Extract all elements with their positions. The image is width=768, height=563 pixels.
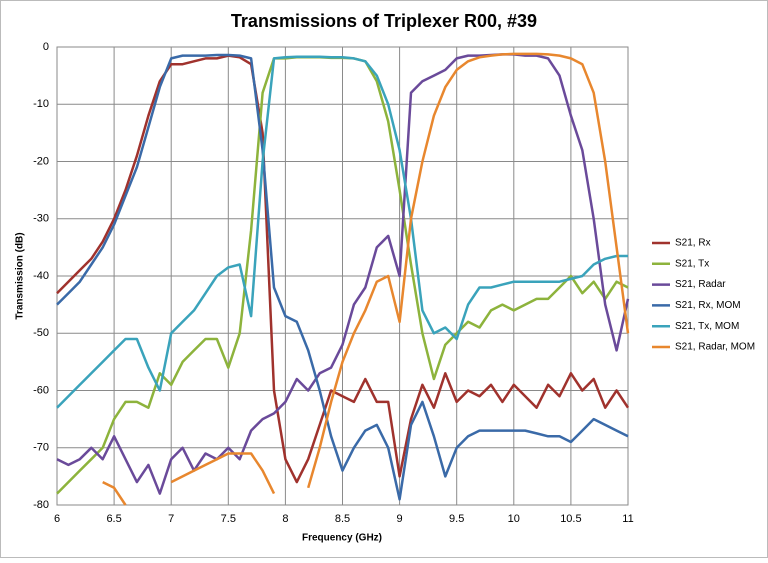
x-axis-label: Frequency (GHz) (302, 533, 382, 544)
x-tick-label: 9 (397, 513, 403, 525)
y-tick-label: -20 (33, 155, 49, 167)
series-line (56, 55, 628, 409)
legend-label: S21, Radar, MOM (675, 342, 755, 353)
y-tick-label: -30 (33, 213, 49, 225)
y-tick-label: -50 (33, 327, 49, 339)
series-line (56, 54, 630, 484)
legend-label: S21, Rx, MOM (675, 300, 741, 311)
series-line (102, 52, 630, 506)
x-tick-label: 11 (622, 513, 633, 525)
x-tick-label: 6.5 (106, 513, 121, 525)
legend-label: S21, Tx (675, 258, 709, 269)
x-tick-label: 10.5 (560, 513, 581, 525)
plot-frame (56, 46, 629, 506)
y-tick-label: -60 (33, 384, 49, 396)
y-tick-label: -80 (33, 499, 49, 511)
x-tick-label: 8 (282, 513, 288, 525)
y-tick-label: -10 (33, 98, 49, 110)
x-tick-label: 8.5 (335, 513, 350, 525)
x-tick-label: 10 (508, 513, 520, 525)
series-line (56, 53, 630, 495)
y-axis-label: Transmission (dB) (15, 232, 26, 319)
legend-label: S21, Radar (675, 279, 726, 290)
y-tick-label: -40 (33, 270, 49, 282)
y-tick-label: -70 (33, 442, 49, 454)
legend-label: S21, Rx (675, 238, 711, 249)
x-tick-label: 7.5 (221, 513, 236, 525)
series-line (56, 53, 629, 501)
chart-title: Transmissions of Triplexer R00, #39 (231, 11, 537, 31)
x-tick-label: 9.5 (449, 513, 464, 525)
x-tick-label: 6 (54, 513, 60, 525)
y-tick-label: 0 (43, 41, 49, 53)
x-tick-label: 7 (168, 513, 174, 525)
legend-label: S21, Tx, MOM (675, 321, 739, 332)
